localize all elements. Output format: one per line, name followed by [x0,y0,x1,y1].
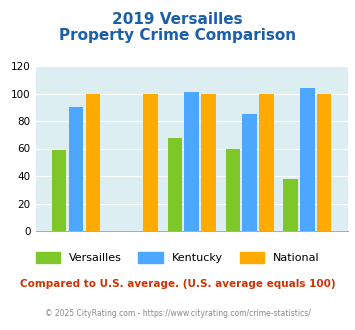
Bar [259,93,274,231]
Bar [225,148,240,231]
Legend: Versailles, Kentucky, National: Versailles, Kentucky, National [36,252,320,263]
Text: Compared to U.S. average. (U.S. average equals 100): Compared to U.S. average. (U.S. average … [20,279,335,289]
Bar [52,150,66,231]
Bar [242,114,257,231]
Bar [300,88,315,231]
Text: Property Crime Comparison: Property Crime Comparison [59,28,296,43]
Bar [69,107,83,231]
Text: 2019 Versailles: 2019 Versailles [112,12,243,26]
Bar [317,93,332,231]
Bar [201,93,216,231]
Bar [168,138,182,231]
Bar [143,93,158,231]
Text: © 2025 CityRating.com - https://www.cityrating.com/crime-statistics/: © 2025 CityRating.com - https://www.city… [45,309,310,317]
Bar [86,93,100,231]
Bar [185,92,199,231]
Bar [283,179,298,231]
